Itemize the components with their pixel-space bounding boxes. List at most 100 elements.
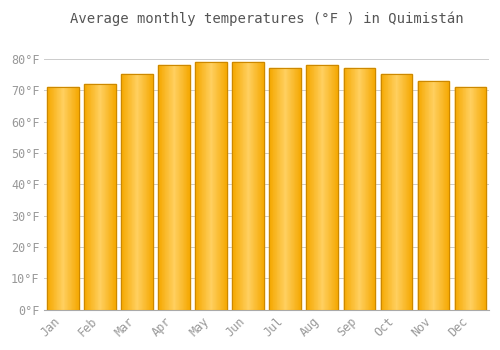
Bar [441, 81, 442, 310]
Bar [146, 75, 148, 310]
Bar [344, 68, 345, 310]
Bar [382, 75, 383, 310]
Bar [323, 65, 324, 310]
Bar [320, 65, 322, 310]
Bar [392, 75, 393, 310]
Bar [164, 65, 166, 310]
Bar [49, 87, 50, 310]
Bar [56, 87, 58, 310]
Bar [54, 87, 55, 310]
Bar [353, 68, 354, 310]
Bar [418, 81, 449, 310]
Bar [223, 62, 224, 310]
Bar [387, 75, 388, 310]
Bar [362, 68, 363, 310]
Bar [181, 65, 182, 310]
Bar [59, 87, 60, 310]
Bar [436, 81, 438, 310]
Bar [367, 68, 368, 310]
Bar [318, 65, 319, 310]
Bar [260, 62, 261, 310]
Bar [311, 65, 312, 310]
Bar [89, 84, 90, 310]
Bar [94, 84, 96, 310]
Bar [475, 87, 476, 310]
Bar [149, 75, 150, 310]
Bar [246, 62, 248, 310]
Bar [428, 81, 430, 310]
Bar [335, 65, 336, 310]
Bar [84, 84, 85, 310]
Bar [363, 68, 364, 310]
Bar [50, 87, 51, 310]
Bar [206, 62, 207, 310]
Bar [401, 75, 402, 310]
Bar [272, 68, 274, 310]
Bar [257, 62, 258, 310]
Bar [140, 75, 141, 310]
Bar [479, 87, 480, 310]
Bar [384, 75, 386, 310]
Bar [212, 62, 214, 310]
Bar [465, 87, 466, 310]
Bar [422, 81, 423, 310]
Bar [398, 75, 400, 310]
Bar [310, 65, 311, 310]
Bar [124, 75, 126, 310]
Bar [328, 65, 330, 310]
Bar [360, 68, 361, 310]
Bar [270, 68, 301, 310]
Bar [185, 65, 186, 310]
Bar [402, 75, 404, 310]
Bar [220, 62, 222, 310]
Bar [104, 84, 106, 310]
Bar [226, 62, 227, 310]
Bar [484, 87, 486, 310]
Bar [330, 65, 331, 310]
Title: Average monthly temperatures (°F ) in Quimistán: Average monthly temperatures (°F ) in Qu… [70, 11, 464, 26]
Bar [73, 87, 74, 310]
Bar [394, 75, 396, 310]
Bar [285, 68, 286, 310]
Bar [101, 84, 102, 310]
Bar [137, 75, 138, 310]
Bar [404, 75, 405, 310]
Bar [216, 62, 218, 310]
Bar [186, 65, 188, 310]
Bar [184, 65, 185, 310]
Bar [466, 87, 467, 310]
Bar [356, 68, 357, 310]
Bar [205, 62, 206, 310]
Bar [112, 84, 114, 310]
Bar [130, 75, 131, 310]
Bar [297, 68, 298, 310]
Bar [270, 68, 271, 310]
Bar [469, 87, 470, 310]
Bar [409, 75, 410, 310]
Bar [88, 84, 89, 310]
Bar [371, 68, 372, 310]
Bar [288, 68, 289, 310]
Bar [448, 81, 449, 310]
Bar [408, 75, 409, 310]
Bar [470, 87, 471, 310]
Bar [423, 81, 424, 310]
Bar [75, 87, 76, 310]
Bar [71, 87, 72, 310]
Bar [176, 65, 177, 310]
Bar [207, 62, 208, 310]
Bar [168, 65, 170, 310]
Bar [296, 68, 297, 310]
Bar [293, 68, 294, 310]
Bar [282, 68, 283, 310]
Bar [316, 65, 318, 310]
Bar [276, 68, 278, 310]
Bar [443, 81, 444, 310]
Bar [393, 75, 394, 310]
Bar [162, 65, 163, 310]
Bar [175, 65, 176, 310]
Bar [461, 87, 462, 310]
Bar [309, 65, 310, 310]
Bar [261, 62, 262, 310]
Bar [122, 75, 123, 310]
